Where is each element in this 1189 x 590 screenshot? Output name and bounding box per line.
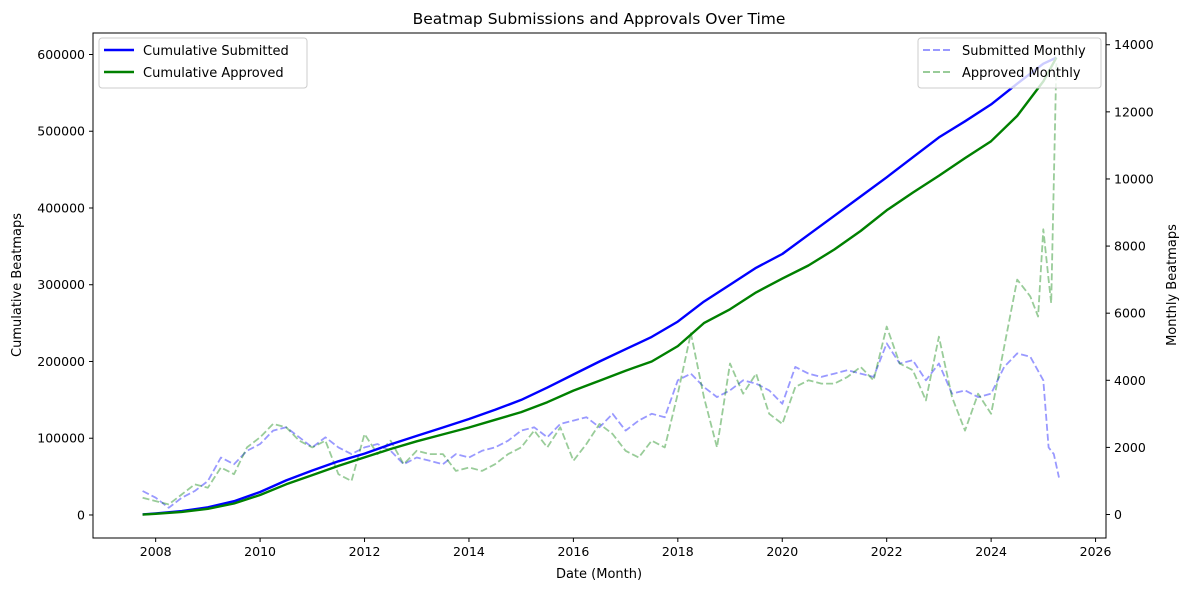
y-axis-left: 0 100000 200000 300000 400000 500000 600000 bbox=[37, 47, 93, 522]
x-tick-label: 2008 bbox=[140, 544, 172, 559]
y-right-tick-label: 10000 bbox=[1114, 171, 1154, 186]
y-axis-left-title: Cumulative Beatmaps bbox=[10, 213, 25, 357]
legend-right: Submitted Monthly Approved Monthly bbox=[917, 37, 1102, 89]
x-tick-label: 2020 bbox=[766, 544, 798, 559]
legend-label-approved-monthly: Approved Monthly bbox=[962, 66, 1081, 81]
y-right-tick-label: 8000 bbox=[1114, 239, 1146, 254]
x-axis-title: Date (Month) bbox=[556, 567, 642, 582]
y-right-tick-label: 2000 bbox=[1114, 440, 1146, 455]
x-tick-label: 2026 bbox=[1080, 544, 1112, 559]
plot-frame bbox=[92, 32, 1107, 539]
y-right-tick-label: 4000 bbox=[1114, 373, 1146, 388]
y-right-tick-label: 6000 bbox=[1114, 306, 1146, 321]
x-tick-label: 2010 bbox=[244, 544, 276, 559]
y-left-tick-label: 500000 bbox=[37, 124, 85, 139]
series-line-cumulative-approved bbox=[142, 57, 1058, 516]
chart-title: Beatmap Submissions and Approvals Over T… bbox=[413, 10, 786, 28]
series-line-approved-monthly bbox=[142, 61, 1058, 506]
y-right-tick-label: 14000 bbox=[1114, 37, 1154, 52]
y-left-tick-label: 400000 bbox=[37, 200, 85, 215]
y-right-tick-label: 0 bbox=[1114, 507, 1122, 522]
y-left-tick-label: 0 bbox=[77, 507, 85, 522]
legend-label-cumulative-approved: Cumulative Approved bbox=[143, 66, 284, 81]
x-tick-label: 2016 bbox=[557, 544, 589, 559]
x-tick-label: 2014 bbox=[453, 544, 485, 559]
series-line-submitted-monthly bbox=[142, 342, 1060, 509]
x-tick-label: 2024 bbox=[975, 544, 1007, 559]
y-axis-right-title: Monthly Beatmaps bbox=[1165, 224, 1180, 346]
legend-label-cumulative-submitted: Cumulative Submitted bbox=[143, 44, 289, 59]
y-axis-right: 0 2000 4000 6000 8000 10000 12000 14000 bbox=[1106, 37, 1154, 522]
x-tick-label: 2022 bbox=[871, 544, 903, 559]
x-axis: 2008 2010 2012 2014 2016 2018 2020 2022 2024 2026 bbox=[140, 538, 1112, 559]
legend-label-submitted-monthly: Submitted Monthly bbox=[962, 44, 1086, 59]
series-layer bbox=[142, 56, 1060, 516]
y-left-tick-label: 200000 bbox=[37, 354, 85, 369]
x-tick-label: 2018 bbox=[662, 544, 694, 559]
x-tick-label: 2012 bbox=[349, 544, 381, 559]
series-line-cumulative-submitted bbox=[142, 56, 1057, 516]
legend-left: Cumulative Submitted Cumulative Approved bbox=[98, 37, 308, 89]
y-right-tick-label: 12000 bbox=[1114, 104, 1154, 119]
y-left-tick-label: 600000 bbox=[37, 47, 85, 62]
y-left-tick-label: 300000 bbox=[37, 277, 85, 292]
y-left-tick-label: 100000 bbox=[37, 431, 85, 446]
